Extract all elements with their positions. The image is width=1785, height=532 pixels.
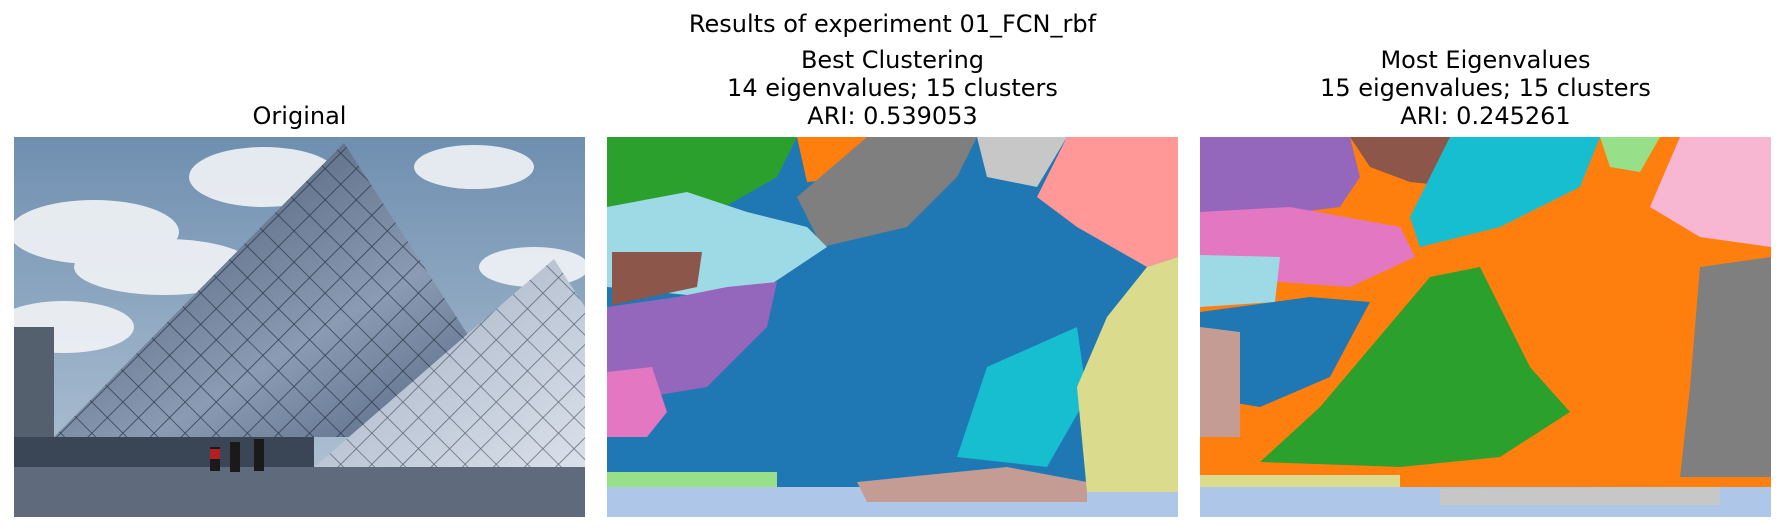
pool: [14, 437, 314, 467]
cluster-pink: [607, 367, 667, 437]
cluster-khaki: [1200, 475, 1400, 487]
cluster-gray: [797, 137, 977, 247]
cluster-green: [1260, 267, 1570, 467]
cluster-tan: [1200, 327, 1240, 437]
cluster-lightcyan: [1200, 255, 1280, 307]
cluster-purple: [1200, 137, 1360, 217]
panel-title-line: ARI: 0.245261: [1400, 102, 1571, 130]
cluster-lightgreen: [1600, 137, 1660, 172]
panel-title-line: Best Clustering: [800, 46, 985, 74]
panel-title-best-clustering: Best Clustering 14 eigenvalues; 15 clust…: [607, 46, 1178, 130]
panel-title-line: Original: [252, 102, 347, 130]
cluster-tan: [857, 467, 1087, 502]
cluster-lightpink: [1650, 137, 1771, 247]
cluster-lightgray: [977, 137, 1067, 187]
panel-title-original: Original: [14, 102, 585, 130]
cluster-brown: [612, 252, 702, 305]
cluster-cyan: [957, 327, 1087, 467]
original-image-panel: [14, 137, 585, 517]
best-clustering-heatmap: [607, 137, 1178, 517]
cluster-lightgray: [1440, 487, 1720, 505]
most-eigenvalues-heatmap: [1200, 137, 1771, 517]
panel-title-line: Most Eigenvalues: [1380, 46, 1591, 74]
cluster-blue: [1200, 297, 1370, 407]
cluster-lightgreen: [607, 472, 777, 487]
figure-suptitle: Results of experiment 01_FCN_rbf: [688, 10, 1097, 38]
best-clustering-panel: [607, 137, 1178, 517]
panel-title-line: 15 eigenvalues; 15 clusters: [1320, 74, 1651, 102]
cluster-khaki: [1077, 257, 1178, 492]
original-image: [14, 137, 585, 517]
cluster-cyan: [1410, 137, 1600, 247]
most-eigenvalues-panel: [1200, 137, 1771, 517]
panel-title-line: ARI: 0.539053: [807, 102, 978, 130]
cluster-salmon: [1037, 137, 1178, 267]
plaza: [14, 467, 585, 517]
cluster-gray: [1680, 257, 1771, 477]
panel-title-most-eigenvalues: Most Eigenvalues 15 eigenvalues; 15 clus…: [1200, 46, 1771, 130]
panel-title-line: 14 eigenvalues; 15 clusters: [727, 74, 1058, 102]
